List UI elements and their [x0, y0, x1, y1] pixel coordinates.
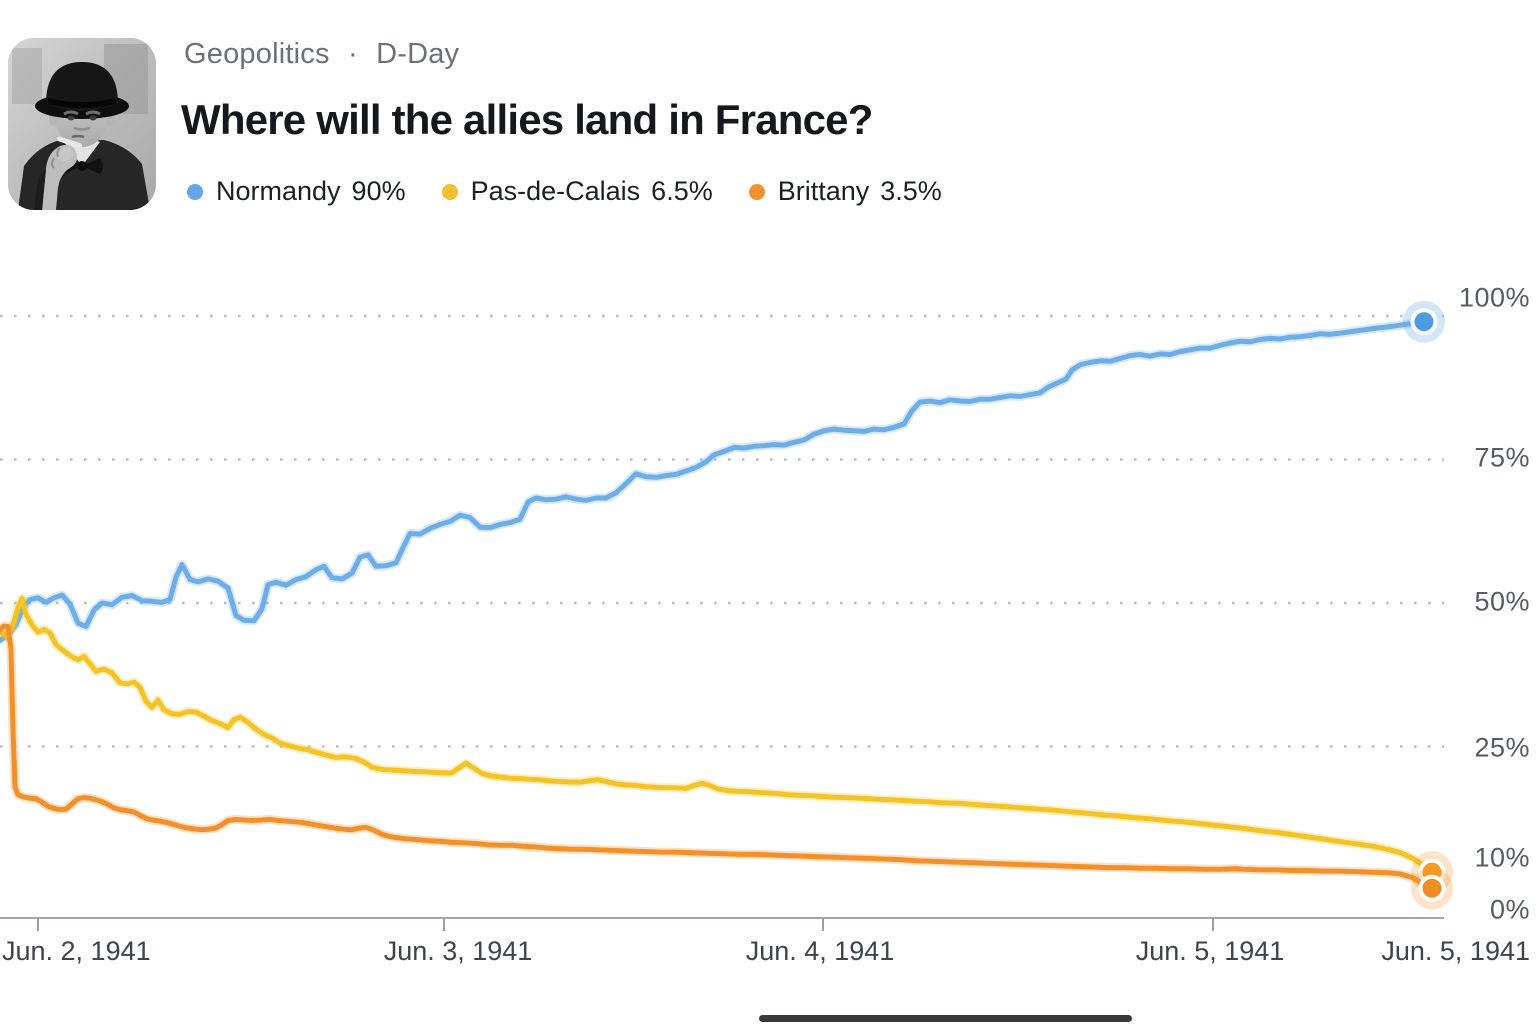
y-axis-label-50pct: 50% — [1474, 586, 1530, 617]
x-axis-label-2: Jun. 4, 1941 — [745, 936, 895, 966]
avatar — [8, 38, 156, 210]
y-axis-label-10pct: 10% — [1474, 842, 1530, 873]
legend-value: 6.5% — [651, 176, 713, 206]
breadcrumb-category[interactable]: Geopolitics — [184, 38, 330, 70]
y-axis-label-75pct: 75% — [1474, 442, 1530, 473]
series-line-normandy — [0, 317, 1429, 645]
pas-de-calais-dot-icon — [441, 183, 458, 200]
x-axis-label-3: Jun. 5, 1941 — [1135, 936, 1285, 966]
page-title: Where will the allies land in France? — [181, 96, 873, 143]
legend-name: Brittany — [777, 176, 870, 206]
series-line-brittany — [0, 623, 1435, 891]
breadcrumb-separator: · — [347, 38, 358, 70]
series-line-normandy — [0, 319, 1427, 643]
y-axis-label-0pct: 0% — [1489, 894, 1530, 925]
x-axis-label-1: Jun. 3, 1941 — [383, 936, 533, 966]
series-line-pas-de-calais — [0, 595, 1435, 875]
legend-value: 3.5% — [880, 176, 942, 206]
legend-value: 90% — [351, 176, 406, 206]
chart-legend: Normandy 90% Pas-de-Calais 6.5% Brittany… — [187, 176, 978, 207]
legend-item-pas-de-calais[interactable]: Pas-de-Calais 6.5% — [441, 176, 713, 207]
y-axis-label-25pct: 25% — [1474, 732, 1530, 763]
legend-name: Normandy — [216, 176, 341, 206]
legend-item-normandy[interactable]: Normandy 90% — [187, 176, 406, 207]
endpoint-marker-brittany — [1422, 878, 1442, 898]
home-indicator-bar — [759, 1015, 1132, 1022]
y-axis-label-100pct: 100% — [1458, 282, 1530, 313]
normandy-dot-icon — [187, 183, 203, 200]
legend-item-brittany[interactable]: Brittany 3.5% — [748, 176, 942, 207]
legend-name: Pas-de-Calais — [470, 176, 641, 206]
x-axis-label-0: Jun. 2, 1941 — [2, 936, 151, 966]
breadcrumb-event[interactable]: D-Day — [376, 38, 460, 70]
brittany-dot-icon — [748, 183, 765, 200]
breadcrumb: Geopolitics · D-Day — [184, 38, 459, 71]
x-axis-label-4: Jun. 5, 1941 — [1381, 936, 1530, 966]
series-line-brittany — [0, 621, 1437, 893]
endpoint-marker-normandy — [1414, 312, 1434, 332]
churchill-portrait-illustration — [8, 38, 156, 210]
